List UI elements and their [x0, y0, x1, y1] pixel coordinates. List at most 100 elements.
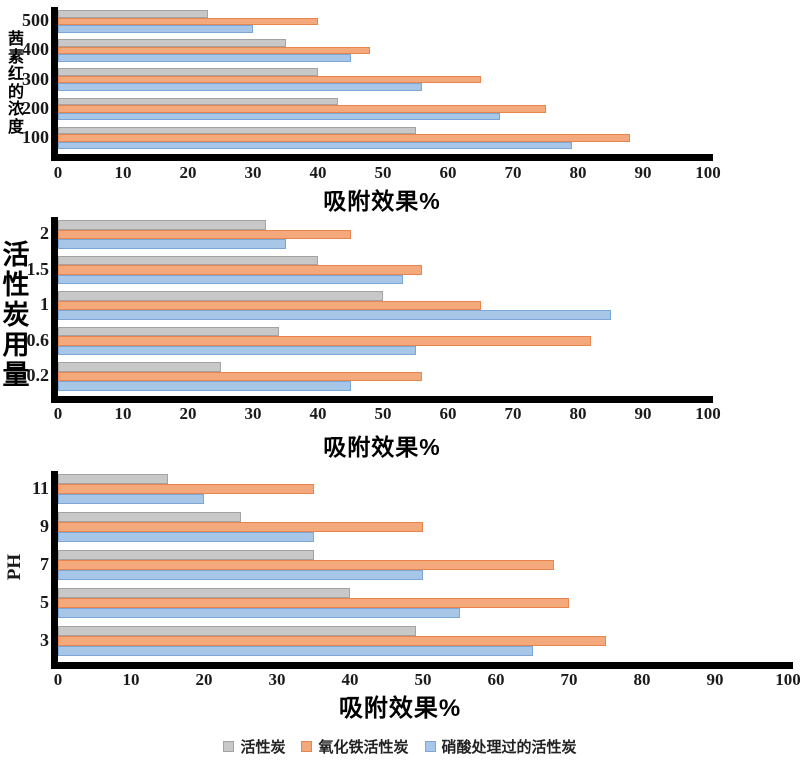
x-tick-label: 50 — [374, 404, 392, 423]
bar-orange — [58, 522, 423, 532]
bar-blue — [58, 83, 422, 91]
legend-item: 活性炭 — [223, 736, 285, 757]
category-label: 7 — [40, 554, 49, 574]
x-tick-label: 60 — [487, 670, 505, 689]
x-tick-label: 20 — [195, 670, 213, 689]
category-label: 100 — [22, 127, 49, 148]
bar-gray — [58, 68, 318, 76]
bar-orange — [58, 560, 555, 570]
bar-blue — [58, 608, 460, 618]
x-tick-label: 60 — [439, 404, 457, 423]
x-tick-label: 10 — [122, 670, 140, 689]
bar-orange — [58, 598, 569, 608]
x-tick-label: 70 — [504, 404, 522, 423]
bar-gray — [58, 126, 416, 135]
legend-label: 活性炭 — [240, 738, 286, 756]
x-tick-label: 40 — [309, 404, 327, 423]
bar-gray — [58, 291, 383, 301]
bar-blue — [58, 239, 286, 249]
x-tick-label: 30 — [244, 163, 262, 182]
bar-orange — [58, 17, 318, 25]
legend-item: 氧化铁活性炭 — [301, 736, 409, 757]
category-label: 500 — [22, 10, 49, 31]
x-axis-title: 吸附效果% — [323, 434, 441, 460]
x-tick-label: 90 — [634, 163, 652, 182]
x-tick-label: 80 — [633, 670, 651, 689]
x-tick-label: 100 — [695, 163, 721, 182]
x-tick-label: 90 — [634, 404, 652, 423]
x-tick-label: 70 — [504, 163, 522, 182]
bar-gray — [58, 220, 266, 230]
bar-blue — [58, 646, 533, 656]
category-label: 2 — [40, 223, 49, 244]
legend-item: 硝酸处理过的活性炭 — [424, 736, 577, 757]
x-tick-label: 10 — [114, 404, 132, 423]
y-axis-line — [51, 471, 58, 669]
bar-orange — [58, 371, 422, 381]
x-tick-label: 70 — [560, 670, 578, 689]
x-tick-label: 30 — [244, 404, 262, 423]
bar-blue — [58, 345, 416, 355]
bar-gray — [58, 39, 286, 47]
category-label: 200 — [22, 97, 49, 118]
legend-swatch-gray — [223, 740, 235, 752]
bar-orange — [58, 636, 606, 646]
bar-gray — [58, 97, 338, 106]
bar-gray — [58, 362, 221, 372]
x-tick-label: 20 — [179, 163, 197, 182]
x-tick-label: 20 — [179, 404, 197, 423]
bar-gray — [58, 626, 416, 636]
bar-orange — [58, 46, 370, 55]
x-tick-label: 60 — [439, 163, 457, 182]
bar-gray — [58, 326, 279, 336]
bar-gray — [58, 550, 314, 560]
x-tick-label: 0 — [53, 670, 63, 689]
x-tick-label: 80 — [569, 163, 587, 182]
bar-blue — [58, 274, 403, 284]
bar-blue — [58, 381, 351, 391]
bar-orange — [58, 265, 422, 275]
bar-blue — [58, 54, 351, 62]
x-tick-label: 0 — [53, 163, 63, 182]
bar-blue — [58, 494, 204, 504]
bar-blue — [58, 25, 253, 33]
bar-blue — [58, 141, 572, 150]
x-tick-label: 50 — [414, 670, 432, 689]
x-tick-label: 40 — [341, 670, 359, 689]
bar-orange — [58, 229, 351, 239]
legend-swatch-orange — [301, 740, 313, 752]
x-tick-label: 40 — [309, 163, 327, 182]
x-tick-label: 100 — [775, 670, 800, 689]
bar-gray — [58, 588, 350, 598]
chart-legend: 活性炭 氧化铁活性炭 硝酸处理过的活性炭 — [0, 735, 800, 757]
y-axis-title: 活性炭用量 — [2, 240, 30, 390]
x-axis-line — [51, 662, 793, 669]
x-tick-label: 90 — [706, 670, 724, 689]
x-axis-line — [51, 395, 713, 403]
x-axis-title: 吸附效果% — [323, 188, 441, 214]
legend-swatch-blue — [424, 740, 436, 752]
bar-orange — [58, 336, 591, 346]
y-axis-title: 茜素红的浓度 — [7, 31, 24, 136]
x-tick-label: 80 — [569, 404, 587, 423]
y-axis-title: PH — [4, 553, 26, 581]
category-label: 0.2 — [26, 365, 50, 386]
category-label: 0.6 — [26, 329, 50, 350]
legend-label: 硝酸处理过的活性炭 — [441, 738, 577, 756]
bar-blue — [58, 310, 611, 320]
category-label: 9 — [40, 516, 49, 536]
category-label: 1.5 — [26, 258, 50, 279]
bar-orange — [58, 134, 630, 142]
x-tick-label: 10 — [114, 163, 132, 182]
category-label: 11 — [31, 478, 49, 498]
x-axis-title: 吸附效果% — [338, 695, 462, 722]
bar-orange — [58, 300, 481, 310]
bar-gray — [58, 512, 241, 522]
bar-gray — [58, 255, 318, 265]
bar-gray — [58, 10, 208, 18]
x-tick-label: 100 — [695, 404, 721, 423]
bar-orange — [58, 105, 546, 113]
x-tick-label: 30 — [268, 670, 286, 689]
bar-orange — [58, 484, 314, 494]
